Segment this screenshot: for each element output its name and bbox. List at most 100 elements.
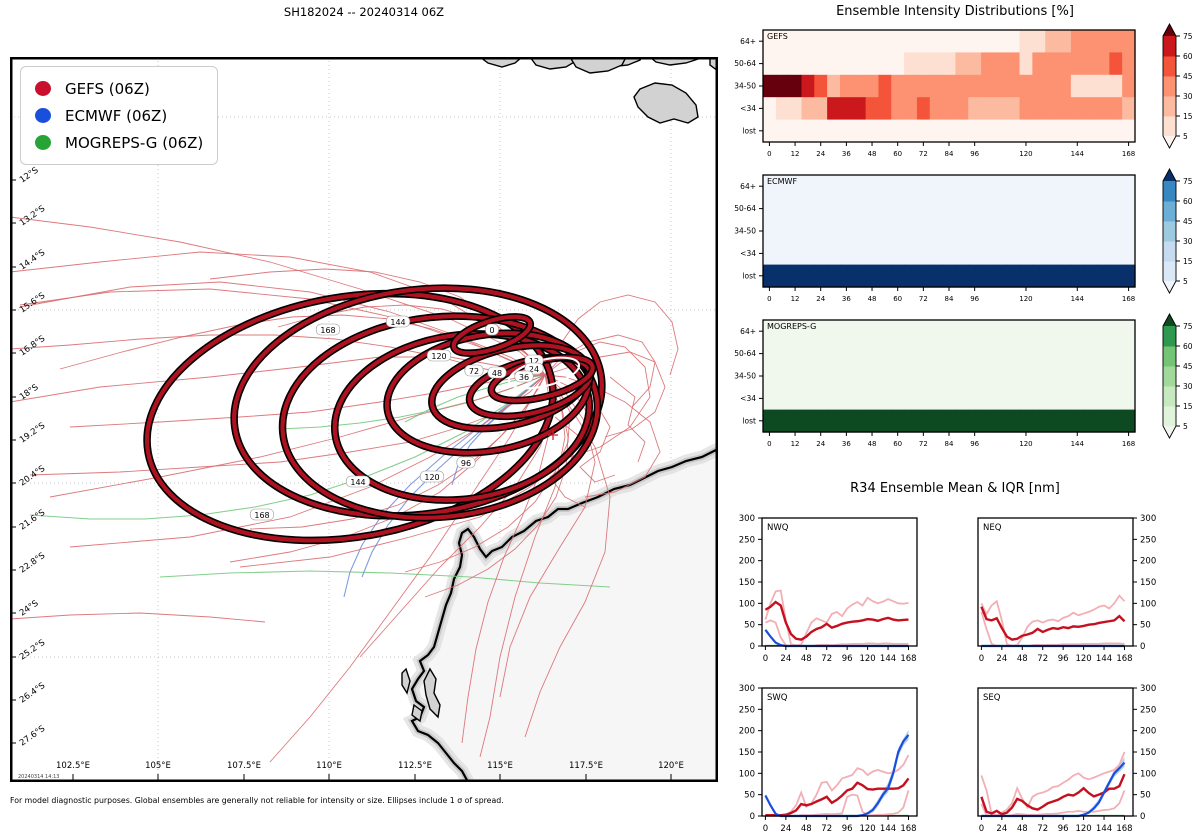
gefs-mean-line bbox=[764, 600, 909, 641]
heatmap-cell bbox=[775, 219, 790, 243]
heatmap-cell bbox=[1122, 97, 1136, 121]
heatmap-cell bbox=[904, 364, 918, 388]
heatmap-cell bbox=[865, 52, 880, 76]
heatmap-cell bbox=[929, 97, 944, 121]
heatmap-cell bbox=[904, 320, 918, 343]
heatmap-cell bbox=[981, 242, 995, 266]
r34-ytick-label: 300 bbox=[1140, 684, 1156, 694]
heatmap-cell bbox=[1122, 387, 1136, 411]
heatmap-cell bbox=[852, 175, 867, 198]
island bbox=[411, 703, 423, 723]
heatmap-cell bbox=[852, 387, 867, 411]
heatmap-cell bbox=[1096, 387, 1110, 411]
colorbar-tick-label: 60 bbox=[1183, 342, 1193, 351]
heatmap-cell bbox=[775, 409, 790, 433]
map-title: SH182024 -- 20240314 06Z bbox=[283, 5, 445, 19]
heatmap-cell bbox=[1109, 175, 1123, 198]
heatmap-xtick-label: 84 bbox=[945, 440, 954, 448]
heatmap-cell bbox=[1096, 320, 1110, 343]
colorbar-segment bbox=[1163, 36, 1176, 57]
heatmap-cell bbox=[839, 387, 854, 411]
heatmap-cell bbox=[1045, 175, 1059, 198]
heatmap-cell bbox=[865, 74, 880, 98]
heatmap-cell bbox=[942, 264, 957, 288]
heatmap-cell bbox=[955, 30, 969, 53]
gefs-track bbox=[549, 416, 586, 508]
heatmap-cell bbox=[1122, 175, 1136, 198]
heatmap-cell bbox=[1122, 364, 1136, 388]
heatmap-cell bbox=[1019, 264, 1033, 288]
heatmap-cell bbox=[801, 74, 815, 98]
heatmap-cell bbox=[1083, 219, 1098, 243]
r34-quadrant-label: SWQ bbox=[767, 693, 788, 703]
r34-ytick-label: 50 bbox=[1140, 791, 1151, 801]
heatmap-cell bbox=[1019, 219, 1033, 243]
heatmap-cell bbox=[839, 364, 854, 388]
heatmap-cell bbox=[993, 387, 1008, 411]
mogreps-track bbox=[159, 570, 611, 588]
heatmap-cell bbox=[1058, 175, 1072, 198]
heatmap-cell bbox=[993, 30, 1008, 53]
heatmap-cell bbox=[904, 52, 918, 76]
heatmap-cell bbox=[993, 197, 1008, 221]
colorbar-segment bbox=[1163, 406, 1176, 427]
time-label-pill bbox=[249, 508, 275, 521]
heatmap-cell bbox=[942, 342, 957, 366]
iqr-upper-line bbox=[980, 594, 1126, 647]
ellipse-time-label: 168 bbox=[320, 326, 335, 335]
heatmap-cell bbox=[968, 52, 982, 76]
r34-xtick-label: 120 bbox=[859, 824, 875, 834]
heatmap-cell bbox=[1045, 387, 1059, 411]
heatmap-cell bbox=[788, 364, 803, 388]
lon-label: 112.5°E bbox=[398, 761, 432, 771]
heatmap-cell bbox=[775, 242, 790, 266]
heatmap-cell bbox=[968, 320, 982, 343]
r34-xtick-label: 24 bbox=[996, 824, 1007, 834]
iqr-lower-line bbox=[765, 790, 910, 817]
r34-xtick-label: 144 bbox=[1096, 824, 1112, 834]
heatmap-xtick-label: 144 bbox=[1071, 150, 1085, 158]
heatmap-cell bbox=[916, 52, 931, 76]
heatmap-cell bbox=[1045, 119, 1059, 143]
colorbar-arrow-bottom bbox=[1163, 136, 1176, 148]
ellipse-time-label: 120 bbox=[424, 473, 439, 482]
r34-xtick-label: 72 bbox=[821, 654, 832, 664]
heatmap-cell bbox=[1058, 409, 1072, 433]
heatmap-cell bbox=[814, 242, 828, 266]
heatmap-cell bbox=[814, 197, 828, 221]
heatmap-cell bbox=[981, 364, 995, 388]
legend-label: ECMWF (06Z) bbox=[65, 106, 168, 125]
heatmap-cell bbox=[955, 97, 969, 121]
heatmap-cell bbox=[1096, 409, 1110, 433]
heatmap-cell bbox=[1122, 342, 1136, 366]
heatmap-cell bbox=[981, 119, 995, 143]
r34-ytick-label: 0 bbox=[1140, 812, 1145, 822]
heatmap-cell bbox=[904, 197, 918, 221]
heatmap-cell bbox=[955, 242, 969, 266]
heatmap-cell bbox=[775, 364, 790, 388]
gefs-track bbox=[544, 374, 661, 498]
heatmap-cell bbox=[993, 52, 1008, 76]
heatmap-cell bbox=[1058, 119, 1072, 143]
heatmap-cell bbox=[839, 342, 854, 366]
heatmap-row-label: 50-64 bbox=[734, 204, 756, 213]
legend-marker-icon bbox=[35, 81, 51, 96]
heatmap-cell bbox=[1045, 219, 1059, 243]
heatmap-cell bbox=[1006, 409, 1021, 433]
colorbar-tick-label: 60 bbox=[1183, 52, 1193, 61]
heatmap-cell bbox=[801, 175, 815, 198]
heatmap-cell bbox=[763, 264, 777, 288]
heatmap-cell bbox=[1019, 409, 1033, 433]
heatmap-xtick-label: 48 bbox=[868, 150, 877, 158]
heatmap-cell bbox=[852, 409, 867, 433]
heatmap-cell bbox=[865, 364, 880, 388]
gefs-track bbox=[10, 612, 266, 623]
colorbar-tick-label: 30 bbox=[1183, 237, 1193, 246]
heatmap-cell bbox=[852, 342, 867, 366]
heatmap-cell bbox=[814, 342, 828, 366]
heatmap-xtick-label: 96 bbox=[970, 440, 979, 448]
heatmap-cell bbox=[788, 219, 803, 243]
lon-label: 117.5°E bbox=[569, 761, 603, 771]
heatmap-panel-name: GEFS bbox=[767, 32, 788, 41]
heatmap-cell bbox=[839, 409, 854, 433]
